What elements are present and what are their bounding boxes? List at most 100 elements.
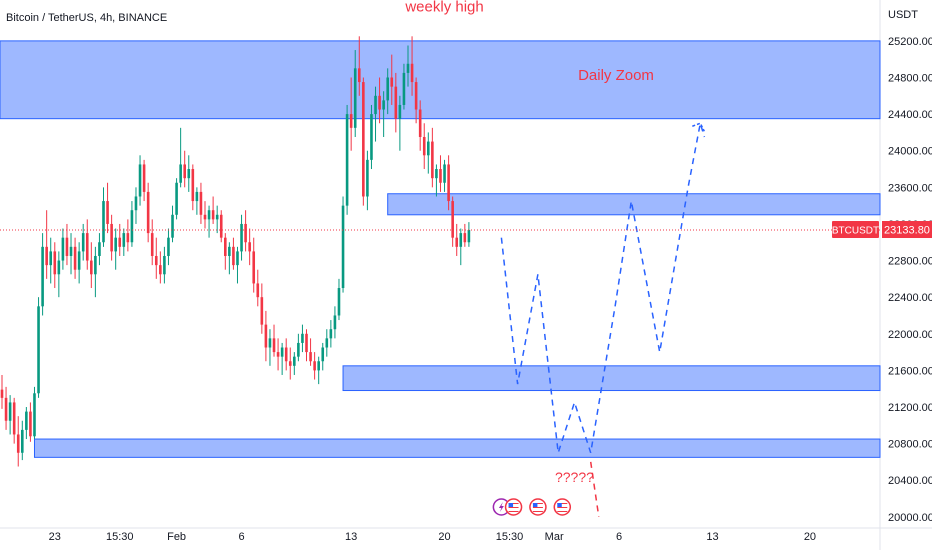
price-tick-label: 25200.00 [888,36,932,48]
candle-body [163,255,166,275]
candle [49,237,53,284]
candle [187,155,191,192]
projection-path-down [589,461,600,517]
candle [69,233,73,275]
time-tick-label: Mar [545,531,564,543]
candle-body [195,191,199,202]
flag-canton [508,503,514,507]
candle [94,246,97,298]
candle [41,233,44,316]
symbol-title[interactable]: Bitcoin / TetherUS, 4h, BINANCE [6,12,167,24]
candle-body [463,233,467,243]
candle-body [264,324,268,348]
candle-body [94,255,97,275]
candle-body [154,255,158,266]
candle-body [21,429,24,453]
candle-body [378,95,381,110]
candle [98,233,101,266]
price-tick-label: 20000.00 [888,512,932,524]
candle [349,77,353,151]
candle [337,278,341,321]
candle-body [37,306,40,394]
candle [85,219,89,270]
candle-body [134,196,138,211]
candle-body [345,114,349,206]
candle [378,77,381,124]
candle-body [431,141,434,179]
candle [256,269,260,307]
candle [215,205,219,234]
projection-arrowhead [692,122,705,132]
flag-stripe [557,507,568,508]
candle [195,187,199,215]
candle-body [305,333,308,353]
candle [150,219,154,266]
candle [447,155,450,211]
candle-body [4,397,8,421]
candle-body [309,352,312,362]
candle-body [114,237,117,252]
candle [45,210,48,279]
candle-body [102,201,105,243]
time-axis[interactable]: 23 15:30 Feb 6 13 20 15:30 Mar 6 13 20 [49,531,816,543]
candle [183,150,186,188]
candle [122,228,126,256]
candle [207,205,211,238]
candle [21,420,24,461]
candle [37,297,40,398]
candle-body [366,159,369,197]
candle [390,54,394,105]
time-tick-label: 20 [804,531,816,543]
candle-body [98,242,101,256]
time-tick-label: 6 [616,531,622,543]
lightning-icon [498,502,504,512]
candle [252,237,256,293]
time-tick-label: 23 [49,531,61,543]
candle-body [390,77,394,87]
candle [353,50,357,137]
flag-stripe [532,511,543,512]
candle-body [207,210,211,220]
candle [146,182,150,243]
flag-stripe [532,507,543,508]
candle-body [293,356,296,366]
candle-body [159,265,162,275]
event-icon-flag-3[interactable] [553,498,572,516]
flag-stripe [557,503,568,504]
price-tick-label: 22800.00 [888,256,932,268]
candle [0,374,4,409]
candle-body [211,210,215,220]
candle [264,310,268,362]
candle [134,187,138,224]
candle-body [146,191,150,234]
candle [224,233,227,270]
candle [260,283,264,334]
event-icon-flag-2[interactable] [529,498,547,516]
candle-body [313,361,316,371]
price-tick-label: 22400.00 [888,292,932,304]
time-tick-label: 15:30 [106,531,134,543]
candle [154,237,158,279]
candle-body [53,251,57,275]
candle-body [73,246,77,270]
candle [159,251,162,284]
candle-body [8,402,12,421]
candle-body [171,214,174,238]
event-icon-flag-1[interactable] [504,498,523,516]
price-axis[interactable]: 20000.00 20400.00 20800.00 21200.00 21600.00… [888,36,932,524]
candle-body [414,82,418,110]
candle-body [402,72,406,105]
candle [293,352,296,375]
candle [398,95,402,151]
candle [16,416,20,467]
candle-body [167,237,170,256]
candle-body [150,233,154,256]
support-zone [342,365,881,392]
candle [236,246,239,284]
price-tick-label: 24000.00 [888,146,932,158]
flag-stripe [508,505,519,506]
candle [431,127,434,188]
candle-body [362,82,365,197]
